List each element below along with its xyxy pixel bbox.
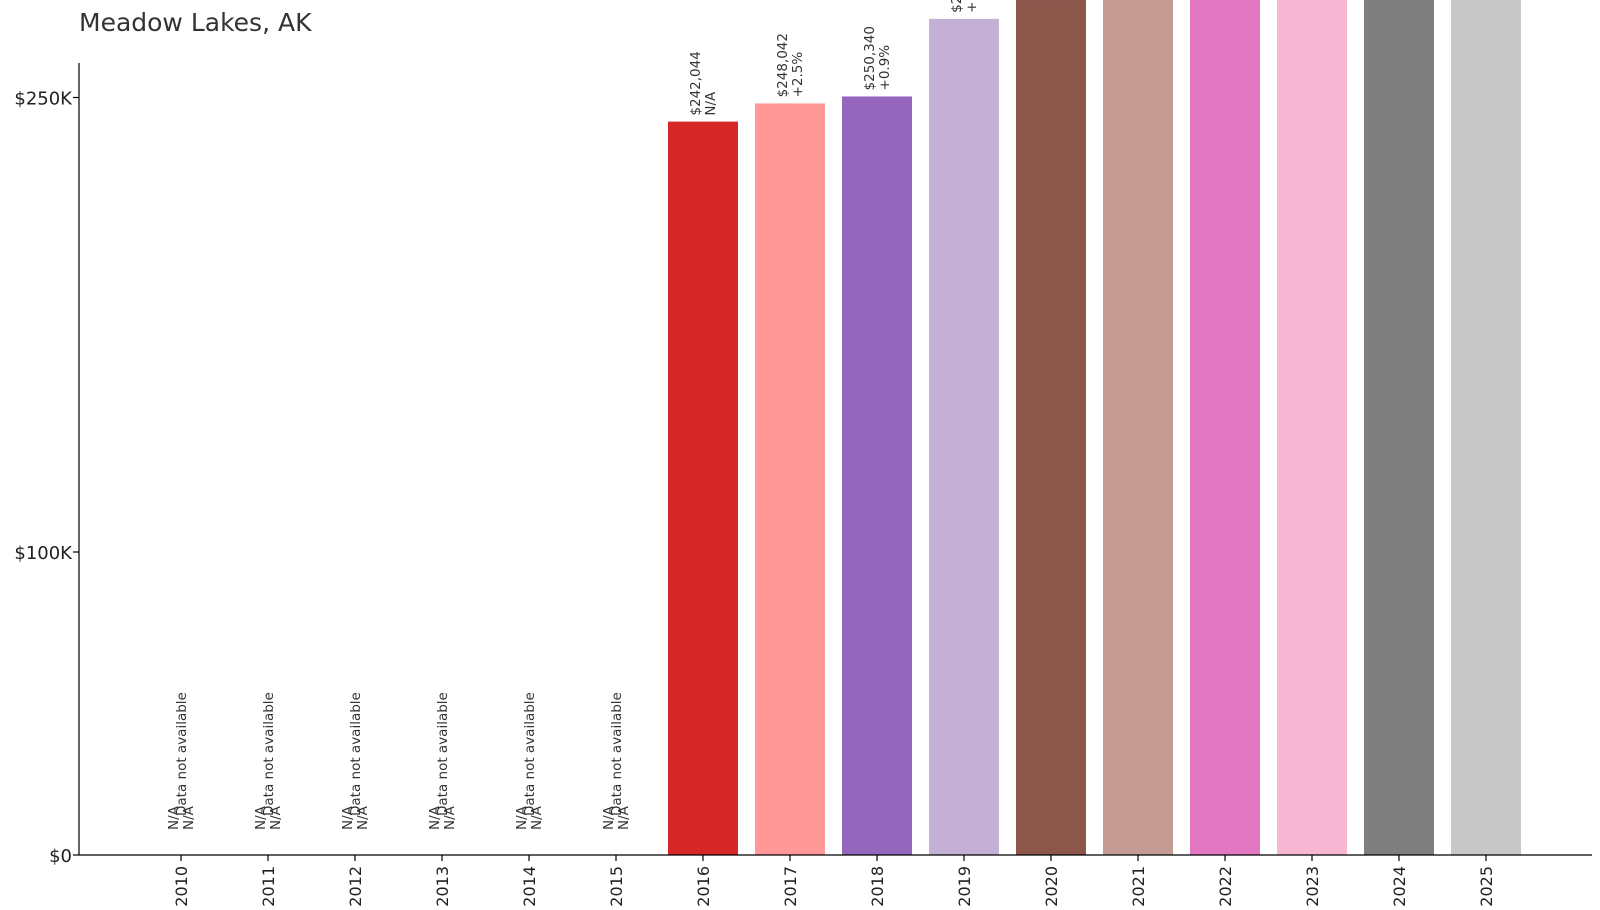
bar-value-label: N/A [166,805,182,830]
bar [755,103,825,855]
bar-value-label: $250,340 [862,26,878,90]
bar-change-label: N/A [181,805,197,830]
missing-data-label: Data not available [522,692,538,816]
x-tick-label: 2012 [346,866,365,907]
bar-value-label: N/A [340,805,356,830]
bar-change-label: +10.2% [964,0,980,13]
y-axis-ticks: $0 $100K $250K [14,89,79,867]
y-tick-label: $0 [49,846,72,867]
bar-change-label: +2.5% [790,52,806,98]
missing-data-label: Data not available [435,692,451,816]
bar-change-label: N/A [442,805,458,830]
x-tick-label: 2015 [607,866,626,907]
x-tick-label: 2017 [781,866,800,907]
x-tick-label: 2023 [1303,866,1322,907]
y-tick-label: $100K [14,543,73,564]
bar-change-label: +0.9% [877,45,893,91]
x-axis-ticks: 2010 2011 2012 2013 2014 2015 2016 2017 2018 2019… [172,855,1496,907]
missing-data-label: Data not available [609,692,625,816]
bar [668,121,738,855]
bar-value-label: $242,044 [688,51,704,115]
bar-change-label: N/A [703,91,719,116]
bar [1277,0,1347,856]
x-tick-label: 2011 [259,866,278,907]
x-tick-label: 2025 [1477,866,1496,907]
x-tick-label: 2019 [955,866,974,907]
missing-data-label: Data not available [348,692,364,816]
bar-value-label: N/A [253,805,269,830]
bar [929,18,999,855]
bar-value-label: N/A [514,805,530,830]
chart-title: Meadow Lakes, AK [79,8,312,37]
x-tick-label: 2021 [1129,866,1148,907]
x-tick-label: 2010 [172,866,191,907]
missing-data-label: Data not available [174,692,190,816]
x-tick-label: 2013 [433,866,452,907]
bar [1190,0,1260,855]
bar [842,96,912,856]
bars-layer [668,0,1521,856]
bar-value-label: $275,951 [949,0,965,13]
bar-change-label: N/A [355,805,371,830]
x-tick-label: 2014 [520,866,539,907]
bar-change-label: N/A [268,805,284,830]
y-tick-label: $250K [14,89,73,110]
bar-value-label: N/A [601,805,617,830]
bar-change-label: N/A [529,805,545,830]
bar-change-label: N/A [616,805,632,830]
x-tick-label: 2024 [1390,866,1409,907]
missing-data-label: Data not available [261,692,277,816]
bar [1451,0,1521,855]
bar [1103,0,1173,855]
bar [1364,0,1434,856]
x-tick-label: 2018 [868,866,887,907]
bar-value-label: N/A [427,805,443,830]
bar [1016,0,1086,856]
x-tick-label: 2022 [1216,866,1235,907]
x-tick-label: 2016 [694,866,713,907]
bar-value-label: $248,042 [775,33,791,97]
x-tick-label: 2020 [1042,866,1061,907]
